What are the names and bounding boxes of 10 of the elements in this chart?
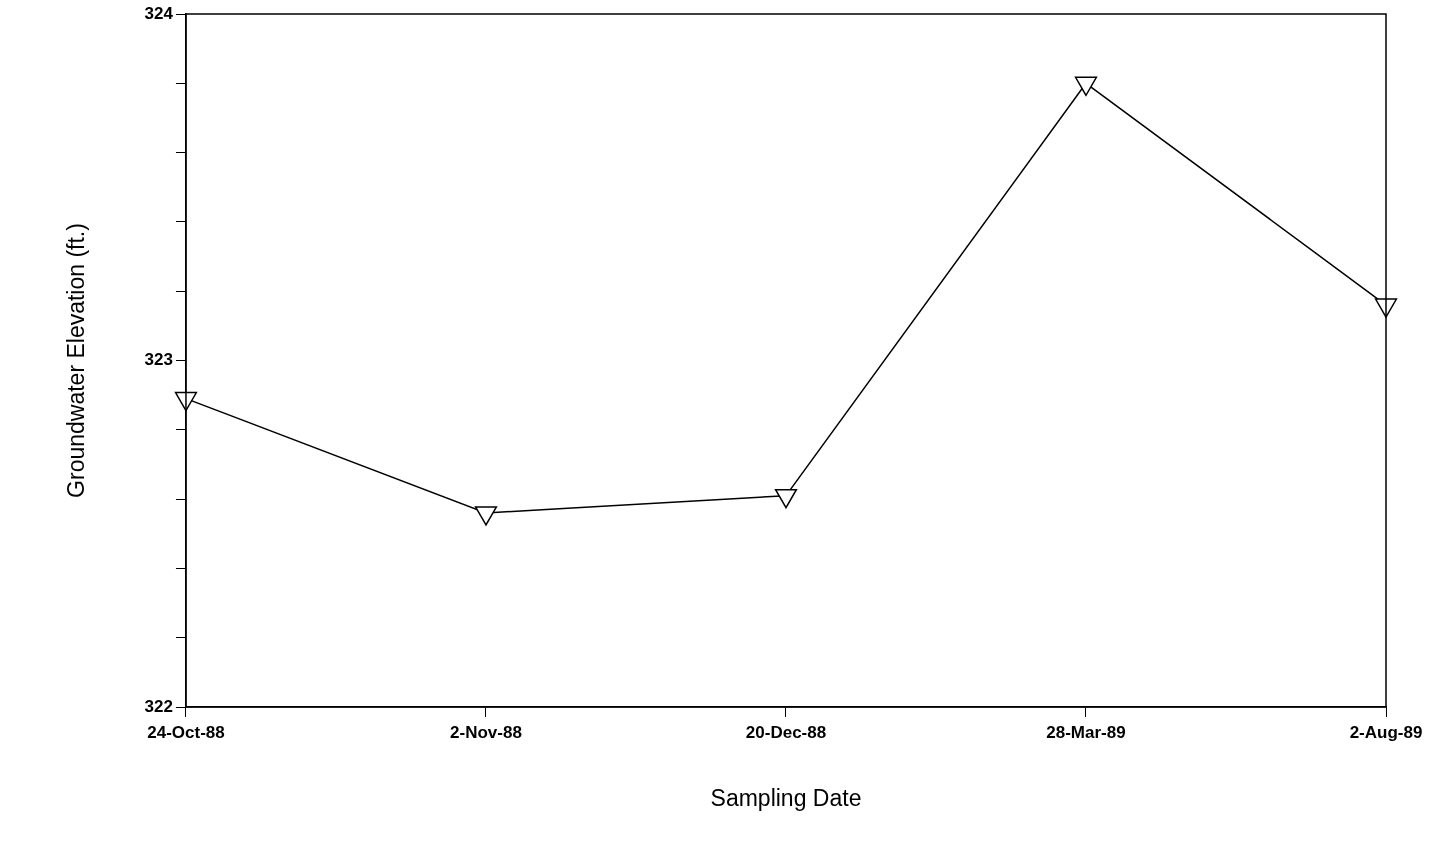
y-tick-label: 324 [144, 3, 174, 23]
x-tick-label: 24-Oct-88 [147, 722, 225, 742]
x-axis-title: Sampling Date [710, 784, 862, 811]
y-tick-label: 322 [144, 696, 173, 716]
y-tick-label: 323 [144, 350, 173, 370]
x-tick-label: 2-Nov-88 [450, 722, 522, 742]
y-axis-title: Groundwater Elevation (ft.) [63, 223, 90, 498]
x-tick-label: 20-Dec-88 [745, 722, 827, 742]
x-tick-label: 2-Aug-89 [1349, 722, 1423, 742]
x-tick-label: 28-Mar-89 [1046, 722, 1126, 742]
